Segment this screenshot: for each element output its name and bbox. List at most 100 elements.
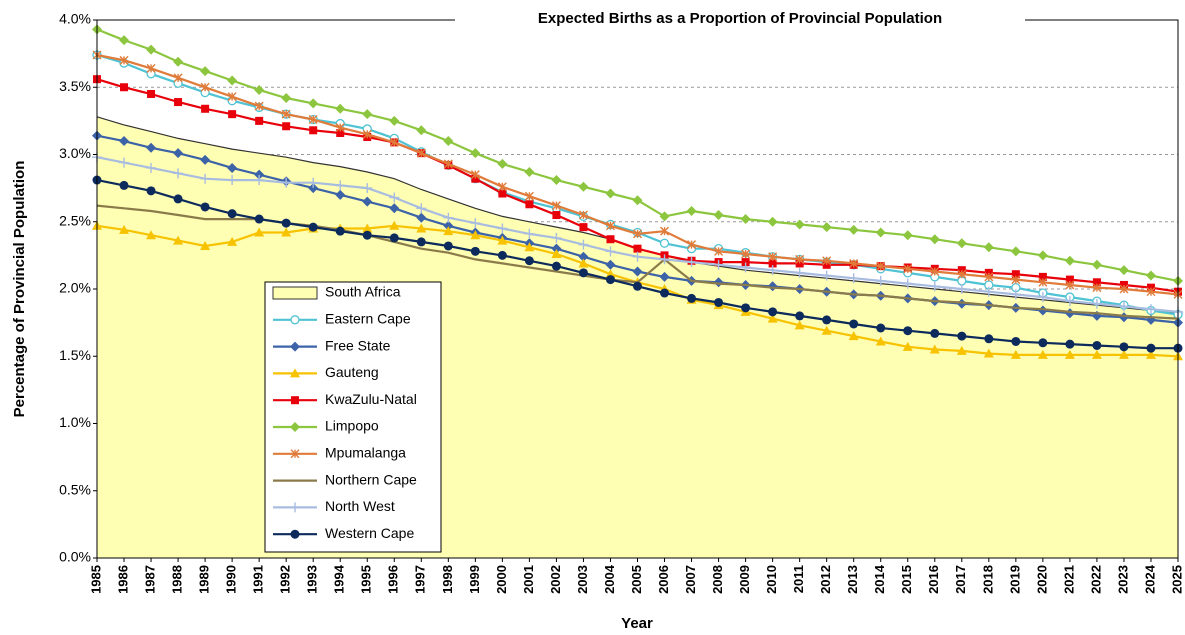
- marker: [821, 270, 832, 281]
- marker: [200, 173, 211, 184]
- marker: [254, 169, 265, 180]
- y-tick-label: 3.0%: [59, 145, 91, 161]
- marker: [1064, 255, 1075, 266]
- marker: [983, 348, 994, 358]
- marker: [578, 210, 588, 220]
- x-tick-label: 2009: [737, 565, 752, 594]
- marker: [767, 265, 778, 276]
- marker: [498, 189, 507, 198]
- marker: [281, 93, 292, 104]
- x-tick-label: 2019: [1007, 565, 1022, 594]
- marker: [875, 227, 886, 238]
- marker: [470, 148, 481, 159]
- marker: [741, 258, 750, 267]
- marker: [660, 226, 670, 236]
- marker: [254, 101, 264, 111]
- marker: [470, 246, 480, 256]
- marker: [146, 142, 157, 153]
- marker: [336, 128, 345, 137]
- marker: [659, 238, 670, 248]
- marker: [119, 136, 130, 147]
- marker: [714, 297, 724, 307]
- x-tick-label: 2008: [710, 565, 725, 594]
- marker: [308, 98, 319, 109]
- marker: [659, 254, 670, 265]
- marker: [1119, 280, 1128, 289]
- marker: [470, 230, 481, 240]
- marker: [291, 396, 299, 405]
- legend-label: Free State: [325, 337, 391, 353]
- x-tick-label: 1999: [467, 565, 482, 594]
- marker: [290, 422, 300, 432]
- marker: [1118, 265, 1129, 276]
- marker: [741, 303, 751, 313]
- marker: [552, 211, 561, 220]
- x-tick-label: 1987: [142, 565, 157, 594]
- marker: [740, 262, 751, 273]
- marker: [1038, 338, 1048, 348]
- marker: [119, 35, 130, 46]
- marker: [1146, 343, 1156, 353]
- marker: [686, 257, 697, 268]
- marker: [290, 502, 300, 513]
- marker: [956, 284, 967, 294]
- marker: [416, 125, 427, 136]
- marker: [416, 223, 427, 233]
- marker: [146, 63, 156, 73]
- legend-label: Northern Cape: [325, 471, 417, 487]
- marker: [579, 223, 588, 232]
- marker: [335, 103, 346, 114]
- marker: [848, 224, 859, 235]
- marker: [605, 221, 615, 231]
- y-tick-label: 0.0%: [59, 549, 91, 565]
- marker: [1065, 280, 1075, 290]
- marker: [282, 122, 291, 131]
- marker: [290, 529, 300, 539]
- marker: [633, 281, 642, 291]
- marker: [173, 148, 184, 159]
- x-tick-label: 2017: [953, 565, 968, 594]
- marker: [335, 123, 345, 133]
- marker: [443, 220, 454, 231]
- marker: [290, 368, 300, 378]
- marker: [147, 89, 156, 98]
- marker: [443, 159, 453, 169]
- marker: [1118, 301, 1129, 312]
- y-tick-label: 3.5%: [59, 78, 91, 94]
- x-tick-label: 2023: [1115, 565, 1130, 594]
- x-tick-label: 2015: [899, 565, 914, 594]
- marker: [389, 137, 399, 147]
- marker: [659, 271, 670, 282]
- marker: [1010, 289, 1021, 300]
- x-tick-label: 1991: [251, 565, 266, 594]
- marker: [741, 249, 751, 259]
- y-tick-label: 1.5%: [59, 347, 91, 363]
- marker: [821, 325, 832, 335]
- marker: [956, 238, 967, 249]
- marker: [1119, 284, 1129, 294]
- marker: [389, 192, 400, 203]
- marker: [308, 115, 318, 125]
- x-tick-label: 1996: [386, 565, 401, 594]
- x-tick-label: 1995: [359, 565, 374, 594]
- marker: [957, 266, 966, 275]
- marker: [929, 234, 940, 245]
- marker: [578, 251, 589, 262]
- marker: [200, 240, 211, 250]
- marker: [362, 196, 373, 207]
- title-background: [455, 8, 1025, 30]
- x-tick-label: 2003: [575, 565, 590, 594]
- marker: [335, 189, 346, 200]
- marker: [497, 182, 507, 192]
- marker: [1146, 287, 1156, 297]
- marker: [281, 109, 291, 119]
- marker: [524, 256, 534, 266]
- marker: [255, 116, 264, 125]
- marker: [822, 256, 832, 266]
- marker: [309, 126, 318, 135]
- marker: [794, 267, 805, 278]
- marker: [201, 104, 210, 113]
- marker: [254, 214, 264, 224]
- legend-label: KwaZulu-Natal: [325, 391, 417, 407]
- marker: [470, 170, 480, 180]
